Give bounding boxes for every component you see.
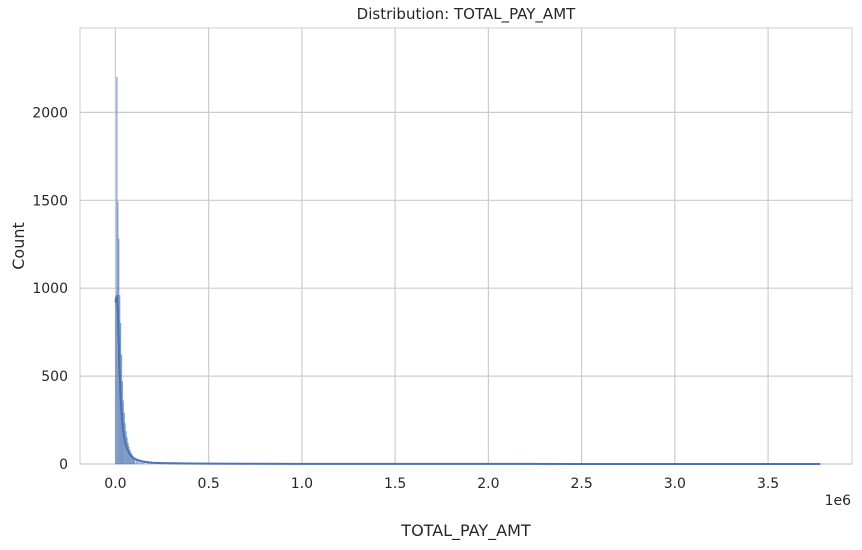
x-tick-label-6: 3.0	[664, 476, 686, 492]
kde-line	[114, 294, 821, 465]
y-tick-label-3: 1500	[32, 193, 68, 209]
x-tick-label-0: 0.0	[104, 476, 126, 492]
y-tick-label-0: 0	[59, 457, 68, 473]
plot-area	[79, 27, 853, 465]
x-axis-offset-label: 1e6	[825, 493, 852, 509]
x-tick-label-4: 2.0	[477, 476, 499, 492]
y-tick-labels: 0 500 1000 1500 2000	[32, 105, 68, 473]
y-axis-label: Count	[9, 222, 28, 270]
x-tick-label-3: 1.5	[384, 476, 406, 492]
x-tick-label-7: 3.5	[757, 476, 779, 492]
x-tick-label-5: 2.5	[570, 476, 592, 492]
x-tick-label-1: 0.5	[198, 476, 220, 492]
x-axis-label: TOTAL_PAY_AMT	[400, 521, 531, 541]
y-tick-label-1: 500	[41, 369, 68, 385]
y-tick-label-4: 2000	[32, 105, 68, 121]
kde-curve-group	[114, 294, 821, 465]
x-tick-labels: 0.0 0.5 1.0 1.5 2.0 2.5 3.0 3.5	[104, 476, 779, 492]
chart-title: Distribution: TOTAL_PAY_AMT	[357, 5, 576, 24]
x-tick-label-2: 1.0	[291, 476, 313, 492]
y-tick-label-2: 1000	[32, 281, 68, 297]
